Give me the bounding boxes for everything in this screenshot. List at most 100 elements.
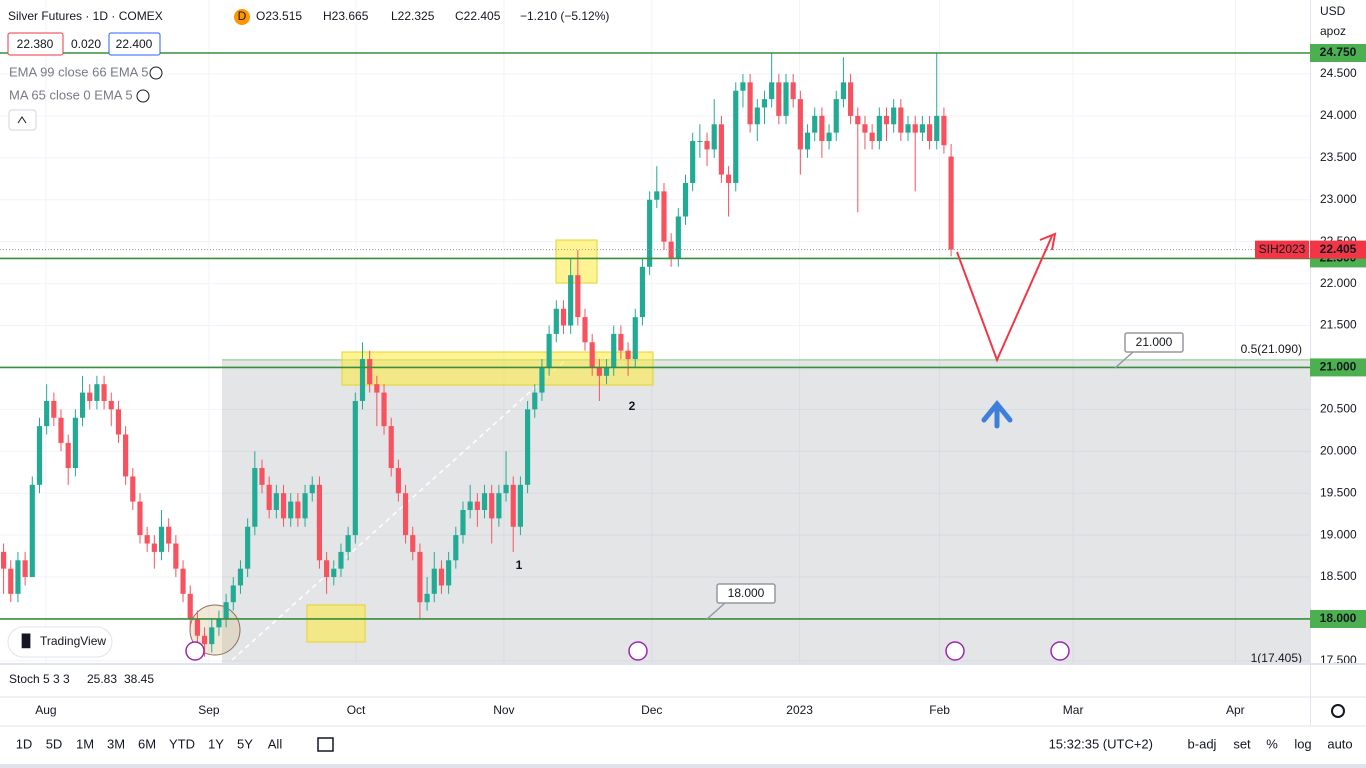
scale-option[interactable]: b-adj	[1188, 736, 1217, 751]
candle-body	[1, 551, 7, 569]
candle-body	[776, 82, 782, 116]
candle-body	[101, 384, 107, 401]
candle-body	[668, 241, 674, 259]
candle-body	[324, 560, 330, 578]
last-price-bg	[1310, 240, 1366, 259]
candle-body	[568, 275, 574, 326]
note-pointer	[706, 602, 726, 620]
candle-body	[546, 333, 552, 368]
candle-body	[417, 551, 423, 603]
candle-body	[137, 501, 143, 536]
range-button[interactable]: 1Y	[208, 736, 224, 751]
candle-body	[654, 191, 660, 200]
hidden-eye-icon[interactable]	[149, 66, 163, 80]
candle-body	[912, 124, 918, 133]
event-icon[interactable]	[1050, 641, 1070, 661]
settings-icon[interactable]	[1331, 704, 1345, 718]
candle-body	[309, 484, 315, 494]
candle-body	[733, 90, 739, 183]
note-box	[1124, 332, 1184, 353]
candle-body	[237, 568, 244, 586]
candle-body	[496, 493, 502, 519]
ohlc-value: O23.515	[256, 9, 302, 23]
candle-body	[352, 400, 358, 536]
note-text: 18.000	[728, 586, 765, 600]
candle-body	[230, 585, 236, 603]
event-icon[interactable]	[185, 641, 205, 661]
candle-body	[941, 115, 947, 146]
scale-option[interactable]: log	[1294, 736, 1311, 751]
candle-body	[410, 535, 416, 552]
candle-body	[560, 308, 567, 326]
candle-body	[582, 317, 588, 343]
candle-body	[704, 141, 710, 150]
candle-body	[29, 484, 35, 578]
range-button[interactable]: YTD	[169, 736, 195, 751]
scale-option[interactable]: auto	[1327, 736, 1352, 751]
y-tick-label: 24.000	[1320, 108, 1357, 122]
user[interactable]: apoz	[1320, 24, 1346, 38]
candle-body	[438, 568, 445, 586]
hidden-eye-icon[interactable]	[136, 89, 150, 103]
bid-box	[7, 32, 64, 56]
candle-body	[589, 342, 595, 368]
candle-body	[934, 115, 940, 142]
candle-body	[474, 501, 480, 510]
candle-body	[625, 350, 631, 360]
projection-arrow	[956, 235, 1053, 363]
symbol-tag: SIH2023	[1259, 242, 1306, 256]
candle-body	[761, 99, 768, 108]
candle-body	[539, 367, 545, 393]
last-price-label: 22.405	[1320, 242, 1357, 256]
y-tick-label: 23.000	[1320, 192, 1357, 206]
range-button[interactable]: All	[268, 736, 283, 751]
candle-body	[840, 82, 847, 100]
candle-body	[725, 174, 732, 183]
event-icon[interactable]	[945, 641, 965, 661]
scale-option[interactable]: %	[1266, 736, 1278, 751]
note-text: 21.000	[1136, 335, 1173, 349]
candle-body	[517, 484, 523, 527]
candle-body	[618, 333, 624, 351]
candle-body	[503, 484, 509, 494]
collapse-button[interactable]	[8, 109, 37, 131]
candle-body	[288, 501, 294, 519]
y-tick-label: 21.500	[1320, 318, 1357, 332]
collapse-icon	[17, 116, 27, 124]
stoch-label: Stoch 5 3 3	[9, 672, 70, 686]
candle-body	[273, 493, 279, 510]
clock[interactable]: 15:32:35 (UTC+2)	[1049, 736, 1153, 751]
candle-body	[883, 115, 890, 125]
candle-body	[453, 535, 459, 561]
range-button[interactable]: 1D	[16, 736, 33, 751]
candle-body	[331, 568, 337, 578]
date-range-icon[interactable]	[317, 737, 334, 752]
candle-body	[15, 560, 21, 594]
range-button[interactable]: 6M	[138, 736, 156, 751]
range-button[interactable]: 3M	[107, 736, 125, 751]
candle-body	[826, 132, 832, 142]
candle-body	[711, 124, 717, 150]
range-button[interactable]: 5Y	[237, 736, 253, 751]
candle-body	[180, 568, 186, 594]
candle-body	[596, 367, 602, 376]
candle-body	[216, 618, 222, 628]
range-button[interactable]: 1M	[76, 736, 94, 751]
candle-body	[359, 359, 366, 401]
y-tick-label: 24.500	[1320, 66, 1357, 80]
scale-option[interactable]: set	[1233, 736, 1251, 751]
x-tick-label: Mar	[1063, 703, 1084, 717]
y-tick-label: 19.500	[1320, 485, 1357, 499]
x-tick-label: Oct	[347, 703, 366, 717]
logo-box	[7, 626, 113, 658]
candle-body	[769, 82, 775, 100]
note-box	[716, 583, 776, 604]
wave-label: 1	[516, 558, 523, 572]
event-icon[interactable]	[628, 641, 648, 661]
candle-body	[144, 535, 150, 544]
badge: D	[238, 9, 247, 23]
candle-body	[58, 417, 64, 443]
currency[interactable]: USD	[1320, 4, 1346, 18]
range-button[interactable]: 5D	[46, 736, 63, 751]
candle-body	[245, 526, 251, 569]
